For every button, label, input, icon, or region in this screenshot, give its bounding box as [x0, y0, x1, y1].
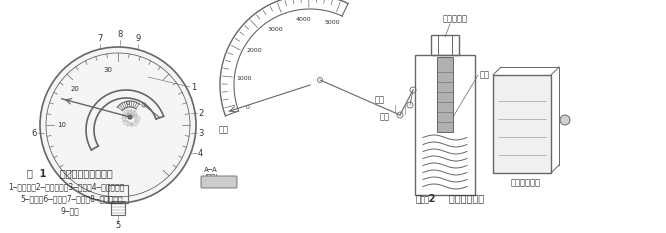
Text: 9─指针: 9─指针: [61, 206, 79, 216]
Text: 弹簧: 弹簧: [420, 195, 430, 205]
Bar: [415, 55, 475, 195]
Bar: [437, 57, 453, 132]
Text: 连杆: 连杆: [375, 96, 385, 104]
Text: 10: 10: [57, 122, 67, 128]
Bar: [108, 185, 128, 203]
Text: 3: 3: [198, 129, 203, 137]
Text: 5000: 5000: [325, 21, 340, 25]
Text: 0: 0: [246, 105, 250, 110]
Bar: [493, 75, 551, 173]
Text: 20: 20: [71, 86, 79, 92]
Text: 5─接头；6─表盘；7─游丝；8─中心齿轮；: 5─接头；6─表盘；7─游丝；8─中心齿轮；: [20, 195, 123, 203]
Text: 9: 9: [135, 34, 141, 43]
Text: 指针: 指针: [218, 126, 228, 135]
Text: 柱塞: 柱塞: [480, 71, 490, 79]
Text: 压力油进口: 压力油进口: [442, 14, 468, 23]
FancyBboxPatch shape: [201, 176, 237, 188]
Text: 8: 8: [117, 30, 123, 39]
Text: 6: 6: [31, 129, 37, 137]
Text: 1─弹簧管；2─扇形齿轮；3─拉杆；4─调节螺钉；: 1─弹簧管；2─扇形齿轮；3─拉杆；4─调节螺钉；: [8, 182, 125, 192]
Text: 30: 30: [104, 67, 113, 73]
Text: 2: 2: [198, 109, 203, 117]
Circle shape: [560, 115, 570, 125]
Text: 2000: 2000: [246, 48, 262, 52]
Text: 图  2    柱塞式压力表: 图 2 柱塞式压力表: [416, 193, 484, 203]
Text: 图  1    波登管式压力计结构: 图 1 波登管式压力计结构: [27, 168, 113, 178]
Text: 5: 5: [115, 220, 121, 230]
Text: 1000: 1000: [236, 75, 252, 81]
Text: 1: 1: [191, 82, 196, 92]
Text: 柱塞式压力表: 柱塞式压力表: [511, 178, 541, 188]
Text: 3000: 3000: [267, 27, 283, 31]
Text: 4: 4: [198, 148, 203, 158]
Text: 7: 7: [97, 34, 103, 43]
Text: A─A: A─A: [204, 167, 218, 173]
Text: 4000: 4000: [295, 17, 311, 22]
Bar: [111, 201, 125, 215]
Circle shape: [128, 115, 132, 119]
Text: (放大): (放大): [204, 174, 218, 180]
Text: 销轴: 销轴: [380, 113, 390, 121]
Circle shape: [40, 47, 196, 203]
Bar: [431, 35, 459, 55]
